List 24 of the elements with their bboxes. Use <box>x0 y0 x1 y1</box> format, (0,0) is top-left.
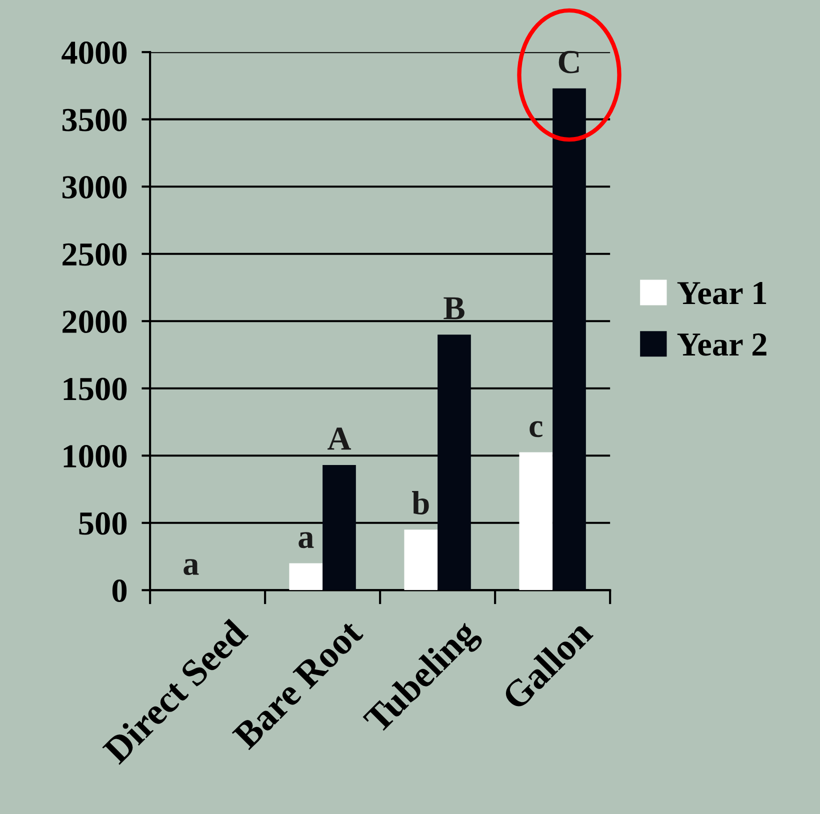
y-tick-label: 2500 <box>62 243 127 266</box>
y-tick-label: 0 <box>112 580 127 602</box>
bar <box>322 465 356 590</box>
bar <box>519 452 553 590</box>
y-tick-label: 3500 <box>62 108 127 132</box>
y-tick-label: 500 <box>79 512 127 535</box>
bar <box>289 563 323 590</box>
data-label: c <box>530 421 542 438</box>
y-tick-label: 2000 <box>62 310 127 334</box>
data-label: a <box>184 559 199 576</box>
y-tick-label: 1000 <box>64 445 127 468</box>
data-label: a <box>298 532 314 548</box>
y-tick-label: 4000 <box>62 41 127 64</box>
data-label: A <box>328 428 352 450</box>
y-tick-label: 1500 <box>64 378 127 400</box>
data-label: b <box>412 491 429 515</box>
bar <box>404 530 438 590</box>
y-tick-label: 3000 <box>62 176 127 199</box>
data-label: B <box>444 297 464 320</box>
data-label: C <box>558 50 579 74</box>
bar <box>552 88 586 590</box>
legend-label: Year 1 <box>677 282 766 304</box>
legend-label: Year 2 <box>677 333 766 356</box>
bar <box>438 334 471 590</box>
